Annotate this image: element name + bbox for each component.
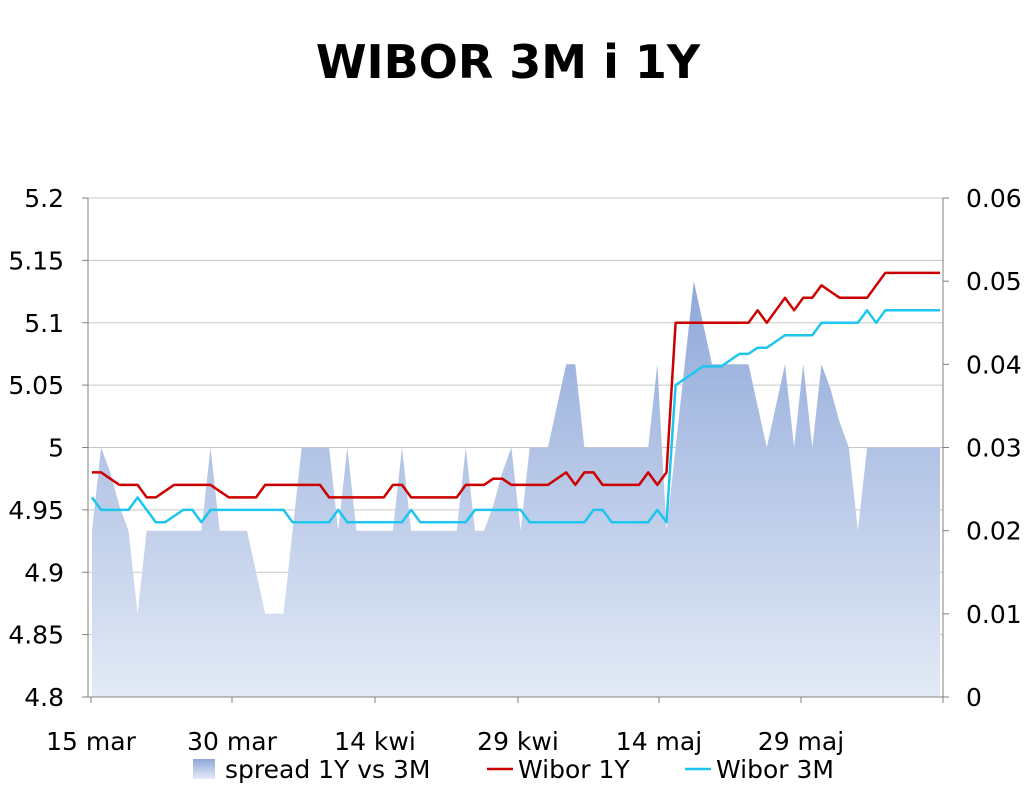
legend-label-wibor-3m: Wibor 3M	[716, 755, 834, 784]
chart-title: WIBOR 3M i 1Y	[316, 35, 701, 89]
legend: spread 1Y vs 3M Wibor 1Y Wibor 3M	[193, 755, 834, 784]
wibor-1y-line	[92, 271, 940, 499]
left-tick-label: 5.2	[24, 184, 64, 213]
right-tick-label: 0	[966, 683, 982, 712]
legend-label-wibor-1y: Wibor 1Y	[518, 755, 630, 784]
right-tick-label: 0.06	[966, 184, 1022, 213]
wibor-3m-line	[90, 309, 940, 524]
lines-layer	[90, 271, 940, 524]
spread-area	[92, 281, 940, 697]
right-axis-tick-labels: 0.06 0.05 0.04 0.03 0.02 0.01 0	[966, 184, 1022, 712]
axes	[82, 197, 949, 703]
left-tick-label: 4.95	[8, 496, 64, 525]
left-tick-label: 5.15	[8, 246, 64, 275]
x-tick-label: 29 maj	[758, 727, 844, 756]
x-tick-label: 14 maj	[616, 727, 702, 756]
x-tick-label: 14 kwi	[334, 727, 416, 756]
left-tick-label: 4.8	[24, 683, 64, 712]
left-tick-label: 5.1	[24, 309, 64, 338]
x-tick-label: 29 kwi	[477, 727, 559, 756]
legend-swatch-spread	[193, 759, 215, 779]
x-tick-label: 15 mar	[46, 727, 136, 756]
left-tick-label: 5.05	[8, 371, 64, 400]
right-tick-label: 0.02	[966, 517, 1022, 546]
left-tick-label: 4.9	[24, 558, 64, 587]
left-tick-label: 4.85	[8, 621, 64, 650]
legend-label-spread: spread 1Y vs 3M	[225, 755, 431, 784]
x-tick-label: 30 mar	[187, 727, 277, 756]
right-tick-label: 0.04	[966, 350, 1022, 379]
left-axis-tick-labels: 5.2 5.15 5.1 5.05 5 4.95 4.9 4.85 4.8	[8, 184, 64, 712]
spread-area-layer	[92, 281, 940, 697]
right-tick-label: 0.01	[966, 600, 1022, 629]
right-tick-label: 0.03	[966, 434, 1022, 463]
left-tick-label: 5	[48, 434, 64, 463]
x-axis-tick-labels: 15 mar 30 mar 14 kwi 29 kwi 14 maj 29 maj	[46, 727, 844, 756]
right-tick-label: 0.05	[966, 267, 1022, 296]
